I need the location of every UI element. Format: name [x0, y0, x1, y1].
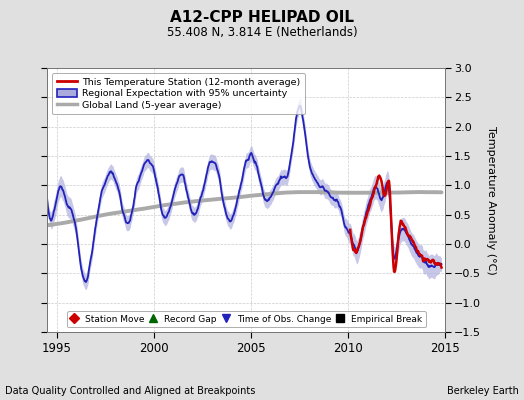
Y-axis label: Temperature Anomaly (°C): Temperature Anomaly (°C)	[486, 126, 496, 274]
Text: Berkeley Earth: Berkeley Earth	[447, 386, 519, 396]
Text: A12-CPP HELIPAD OIL: A12-CPP HELIPAD OIL	[170, 10, 354, 25]
Legend: Station Move, Record Gap, Time of Obs. Change, Empirical Break: Station Move, Record Gap, Time of Obs. C…	[67, 311, 425, 328]
Text: 55.408 N, 3.814 E (Netherlands): 55.408 N, 3.814 E (Netherlands)	[167, 26, 357, 39]
Text: Data Quality Controlled and Aligned at Breakpoints: Data Quality Controlled and Aligned at B…	[5, 386, 256, 396]
